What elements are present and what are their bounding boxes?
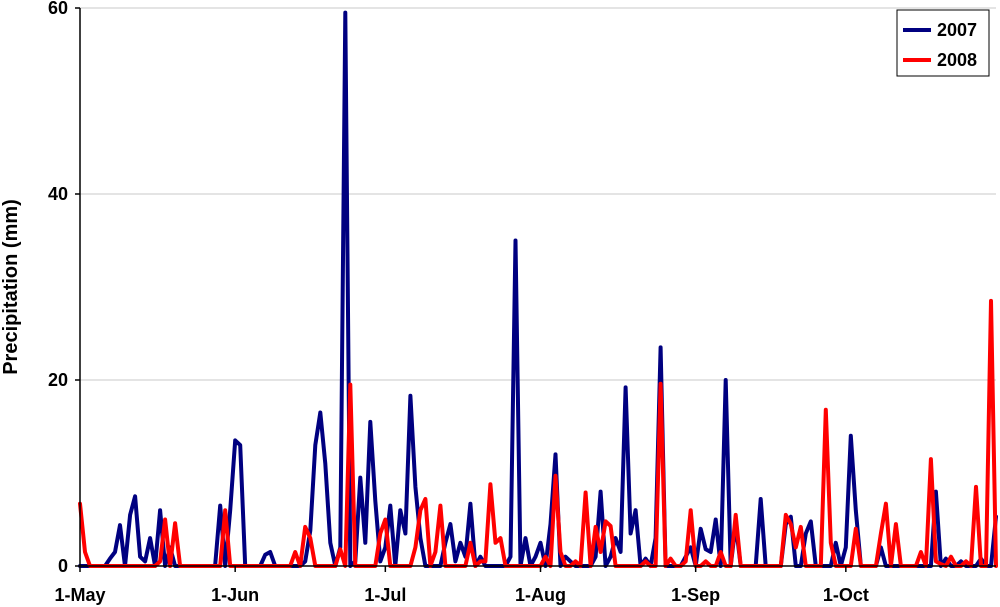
series-line-2007: [78, 10, 998, 568]
x-tick-label: 1-May: [54, 585, 105, 605]
x-tick-label: 1-Sep: [671, 585, 720, 605]
series-lines: [78, 10, 998, 568]
legend-box: [896, 9, 990, 77]
gridlines: [80, 7, 996, 381]
y-tick-label: 20: [48, 370, 68, 390]
y-tick-label: 60: [48, 0, 68, 18]
legend: 2007 2008: [896, 9, 990, 77]
x-tick-label: 1-Jul: [364, 585, 406, 605]
x-tick-label: 1-Aug: [515, 585, 566, 605]
y-tick-label: 40: [48, 184, 68, 204]
legend-label-2008: 2008: [937, 50, 977, 70]
y-axis: 0 20 40 60: [48, 0, 80, 576]
y-axis-title: Precipitation (mm): [0, 199, 22, 375]
x-axis: 1-May 1-Jun 1-Jul 1-Aug 1-Sep 1-Oct: [54, 566, 869, 605]
y-tick-label: 0: [58, 556, 68, 576]
legend-label-2007: 2007: [937, 20, 977, 40]
x-tick-label: 1-Jun: [211, 585, 259, 605]
x-tick-label: 1-Oct: [823, 585, 869, 605]
